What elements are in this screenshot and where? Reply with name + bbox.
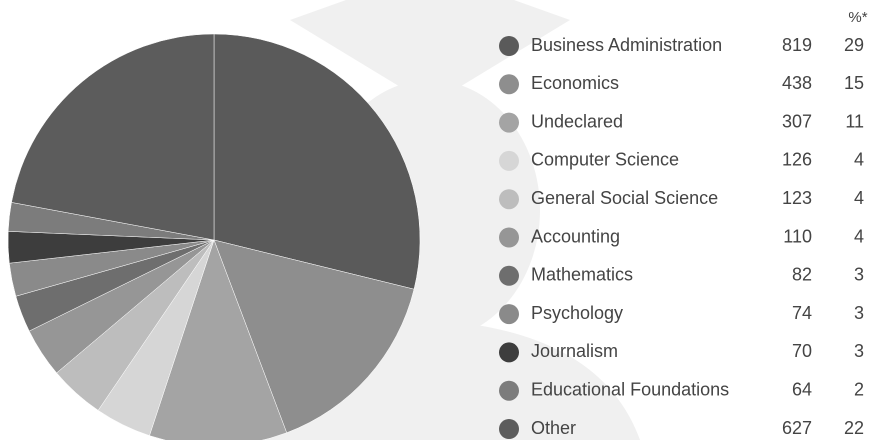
percent-label: 22: [844, 418, 864, 438]
count-label: 307: [782, 111, 812, 131]
legend-label: Journalism: [531, 341, 618, 361]
percent-label: 4: [854, 226, 864, 246]
percent-label: 3: [854, 341, 864, 361]
percent-header: %*: [848, 9, 867, 26]
count-label: 82: [792, 265, 812, 285]
legend-label: Undeclared: [531, 111, 623, 131]
legend-label: General Social Science: [531, 188, 718, 208]
legend-label: Educational Foundations: [531, 379, 729, 399]
legend-swatch: [499, 266, 519, 286]
percent-label: 3: [854, 303, 864, 323]
count-label: 126: [782, 150, 812, 170]
count-label: 627: [782, 418, 812, 438]
legend-swatch: [499, 74, 519, 94]
count-label: 110: [783, 226, 812, 246]
count-label: 64: [792, 379, 812, 399]
count-label: 74: [792, 303, 812, 323]
legend-label: Business Administration: [531, 35, 722, 55]
legend-label: Economics: [531, 73, 619, 93]
legend-label: Other: [531, 418, 576, 438]
legend-label: Mathematics: [531, 265, 633, 285]
percent-label: 4: [854, 188, 864, 208]
percent-label: 11: [845, 111, 864, 131]
count-label: 819: [782, 35, 812, 55]
count-label: 70: [792, 341, 812, 361]
percent-label: 3: [854, 265, 864, 285]
percent-label: 15: [844, 73, 864, 93]
percent-label: 29: [844, 35, 864, 55]
legend-swatch: [499, 342, 519, 362]
legend-swatch: [499, 151, 519, 171]
legend-swatch: [499, 304, 519, 324]
legend-swatch: [499, 36, 519, 56]
legend-swatch: [499, 381, 519, 401]
legend-label: Psychology: [531, 303, 623, 323]
legend-swatch: [499, 113, 519, 133]
legend-label: Computer Science: [531, 150, 679, 170]
legend-swatch: [499, 189, 519, 209]
percent-label: 2: [854, 379, 864, 399]
legend-label: Accounting: [531, 226, 620, 246]
count-label: 123: [782, 188, 812, 208]
percent-label: 4: [854, 150, 864, 170]
chart: %* Business Administration 819 29 Economics…: [0, 0, 874, 440]
count-label: 438: [782, 73, 812, 93]
legend-swatch: [499, 419, 519, 439]
legend-swatch: [499, 228, 519, 248]
